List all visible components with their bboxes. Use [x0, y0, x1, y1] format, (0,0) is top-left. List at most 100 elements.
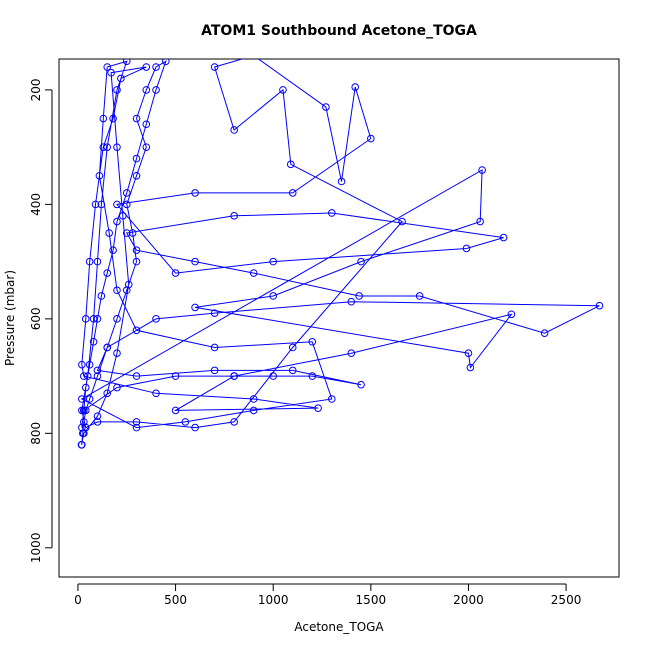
data-point	[171, 372, 180, 380]
data-point	[93, 257, 102, 266]
data-point	[367, 134, 375, 143]
data-point	[499, 233, 508, 242]
data-point	[113, 315, 121, 323]
data-point	[93, 366, 102, 375]
data-point	[171, 406, 180, 415]
data-point	[78, 360, 86, 369]
data-point	[142, 120, 151, 129]
data-point	[357, 257, 365, 266]
data-point	[464, 349, 473, 358]
data-point	[191, 423, 199, 432]
data-point	[93, 412, 102, 420]
data-point	[162, 59, 170, 66]
data-point	[132, 257, 141, 266]
data-point	[79, 406, 88, 415]
data-point	[540, 329, 549, 337]
y-tick-label: 400	[29, 193, 43, 216]
data-point	[122, 59, 131, 66]
data-point	[93, 315, 102, 323]
data-point	[113, 86, 121, 94]
y-tick-label: 600	[29, 307, 43, 330]
x-tick-label: 1500	[356, 593, 387, 607]
data-point	[77, 440, 86, 449]
data-point	[122, 229, 131, 237]
data-point	[288, 343, 297, 352]
data-point	[85, 257, 94, 266]
data-point	[113, 200, 121, 209]
data-line	[80, 59, 600, 445]
data-point	[171, 269, 180, 277]
data-point	[103, 143, 112, 151]
data-point	[191, 257, 199, 266]
data-point	[269, 372, 277, 380]
data-point	[113, 217, 121, 226]
data-point	[230, 126, 238, 134]
data-point	[327, 209, 336, 217]
data-point	[269, 257, 277, 266]
data-point	[152, 389, 160, 398]
data-point	[357, 380, 365, 389]
data-point	[103, 389, 112, 398]
data-point	[97, 292, 106, 300]
data-point	[210, 343, 219, 352]
data-point	[478, 166, 486, 174]
data-point	[322, 103, 330, 111]
chart-title: ATOM1 Southbound Acetone_TOGA	[201, 23, 477, 39]
data-point	[337, 177, 346, 186]
data-point	[85, 360, 94, 369]
data-point	[308, 337, 317, 346]
data-point	[288, 366, 297, 375]
data-point	[113, 286, 121, 295]
data-point	[81, 383, 90, 392]
data-point	[83, 372, 92, 380]
data-point	[81, 315, 90, 323]
data-point	[85, 395, 94, 403]
y-axis-label: Pressure (mbar)	[3, 270, 17, 366]
data-point	[191, 189, 199, 197]
data-point	[93, 418, 102, 426]
data-point	[351, 83, 360, 91]
data-point	[95, 171, 104, 180]
data-point	[113, 383, 121, 392]
data-point	[249, 269, 258, 277]
data-point	[286, 160, 295, 169]
data-point	[79, 429, 88, 438]
x-axis-label: Acetone_TOGA	[294, 620, 384, 634]
data-point	[132, 246, 141, 254]
data-point	[132, 154, 141, 163]
data-point	[128, 229, 137, 237]
data-point	[398, 217, 406, 226]
data-point	[462, 244, 471, 253]
y-tick-label: 1000	[29, 533, 43, 564]
data-point	[476, 217, 484, 226]
data-point	[279, 86, 287, 94]
data-point	[466, 363, 475, 372]
data-point	[109, 114, 117, 123]
data-point	[314, 404, 322, 412]
data-point	[103, 343, 112, 352]
data-point	[105, 229, 113, 237]
data-point	[347, 297, 356, 306]
data-point	[142, 63, 151, 71]
data-point	[122, 189, 131, 197]
data-point	[230, 212, 238, 220]
x-tick-label: 1000	[258, 593, 289, 607]
data-point	[210, 63, 219, 71]
data-point	[91, 200, 100, 209]
data-point	[132, 418, 141, 426]
data-point	[152, 86, 160, 94]
data-point	[78, 406, 86, 415]
x-tick-label: 2000	[453, 593, 484, 607]
data-point	[103, 63, 112, 71]
data-point	[132, 114, 141, 123]
data-point	[122, 200, 131, 209]
data-point	[81, 406, 90, 415]
data-point	[327, 395, 336, 403]
data-point	[99, 114, 108, 123]
y-tick-label: 800	[29, 422, 43, 445]
data-point	[415, 292, 424, 300]
x-tick-label: 2500	[551, 593, 582, 607]
data-point	[355, 292, 363, 300]
